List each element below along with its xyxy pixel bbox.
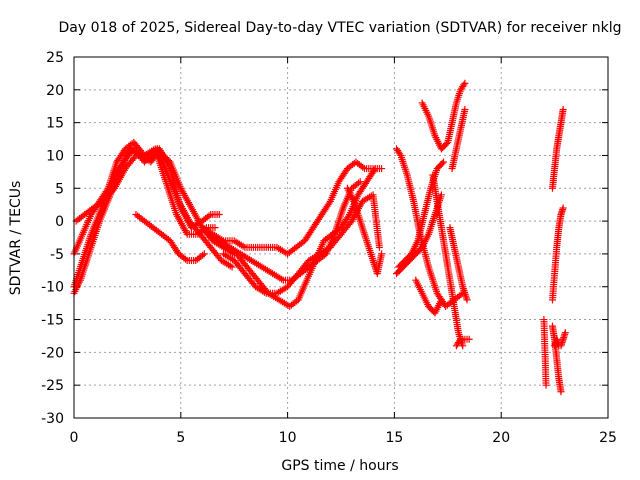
series-track-4: [72, 145, 236, 271]
series-track-20: [548, 106, 567, 192]
data-point-marker: [456, 337, 464, 345]
data-point-marker: [375, 243, 383, 251]
y-axis-label: SDTVAR / TECUs: [8, 181, 24, 296]
x-tick-label: 5: [176, 430, 185, 446]
y-tick-label: 25: [46, 50, 64, 66]
grid: [74, 57, 608, 418]
data-point-marker: [460, 81, 468, 89]
series-track-12: [395, 158, 448, 271]
data-point-marker: [370, 166, 378, 174]
data-point-marker: [199, 251, 207, 259]
y-tick-label: 15: [46, 116, 64, 132]
data-point-marker: [378, 165, 386, 173]
series-track-24: [540, 316, 550, 389]
data-point-marker: [371, 165, 379, 173]
y-tick-label: 20: [46, 83, 64, 99]
axis-ticks: 0 5 10 15 20 25 25 20 15 10 5 0 -5 -10 -15 -20 -25 -30: [41, 50, 617, 446]
data-point-marker: [131, 153, 139, 161]
series-track-5: [132, 211, 208, 264]
data-point-marker: [359, 163, 367, 171]
x-tick-label: 15: [385, 430, 403, 446]
data-point-marker: [459, 342, 467, 350]
data-point-marker: [463, 296, 471, 304]
plot-frame: [73, 56, 609, 419]
series-track-16: [429, 171, 467, 350]
data-point-marker: [344, 212, 352, 220]
y-tick-label: -20: [41, 345, 64, 361]
data-point-marker: [438, 159, 446, 167]
data-point-marker: [437, 296, 445, 304]
data-point-marker: [181, 255, 189, 263]
data-point-marker: [542, 381, 550, 389]
chart-title: Day 018 of 2025, Sidereal Day-to-day VTE…: [59, 20, 622, 36]
series-track-19: [448, 106, 469, 173]
data-point-marker: [461, 79, 469, 87]
data-point-marker: [325, 199, 333, 207]
data-point-marker: [396, 150, 404, 158]
data-point-marker: [559, 204, 567, 212]
y-tick-label: -30: [41, 411, 64, 427]
y-tick-label: 10: [46, 148, 64, 164]
data-point-marker: [461, 106, 469, 114]
data-point-marker: [215, 211, 223, 219]
series-track-21: [548, 204, 567, 304]
series-track-23: [551, 329, 569, 350]
y-tick-label: -5: [50, 247, 64, 263]
y-tick-label: 5: [55, 181, 64, 197]
y-tick-label: -15: [41, 313, 64, 329]
series-track-15: [412, 276, 445, 317]
x-axis-label: GPS time / hours: [281, 458, 398, 474]
x-tick-label: 0: [70, 430, 79, 446]
data-markers: [70, 79, 569, 396]
series-track-17: [452, 335, 473, 350]
series-track-9: [220, 191, 383, 297]
data-point-marker: [356, 178, 364, 186]
series-track-22: [548, 322, 565, 396]
data-point-marker: [228, 263, 236, 271]
data-point-marker: [211, 224, 219, 232]
data-point-marker: [443, 140, 451, 148]
data-point-marker: [378, 250, 386, 258]
y-tick-label: -25: [41, 378, 64, 394]
x-tick-label: 20: [492, 430, 510, 446]
y-tick-label: 0: [55, 214, 64, 230]
series-track-18: [446, 224, 471, 304]
data-point-marker: [205, 212, 213, 220]
series-track-13: [393, 191, 445, 278]
series-track-10: [343, 184, 386, 278]
data-point-marker: [200, 250, 208, 258]
data-point-marker: [355, 179, 363, 187]
y-tick-label: -10: [41, 280, 64, 296]
data-point-marker: [559, 106, 567, 114]
data-point-marker: [440, 158, 448, 166]
data-point-marker: [561, 329, 569, 337]
data-point-marker: [465, 335, 473, 343]
data-point-marker: [557, 388, 565, 396]
x-tick-label: 25: [599, 430, 617, 446]
series-track-14: [418, 79, 469, 153]
x-tick-label: 10: [279, 430, 297, 446]
